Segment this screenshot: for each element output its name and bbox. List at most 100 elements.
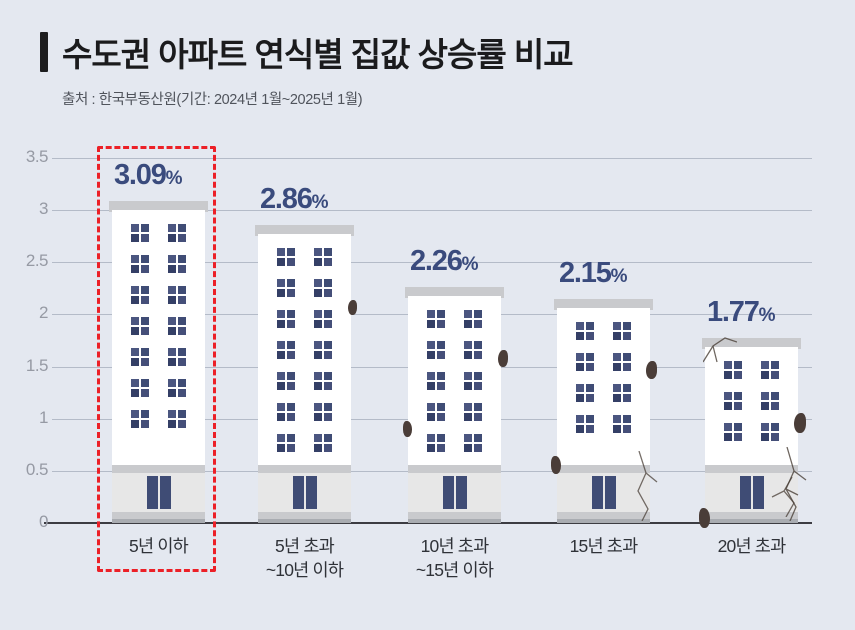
y-tick-mark — [52, 158, 60, 159]
window-pane — [733, 392, 742, 401]
window-pane — [168, 233, 177, 242]
bar-value-label: 2.86% — [260, 183, 329, 216]
window-pane — [130, 264, 139, 273]
window-pane — [575, 352, 584, 361]
window-pane — [474, 382, 483, 391]
building-body — [258, 233, 351, 465]
window-pane — [140, 295, 149, 304]
bar-building — [551, 298, 658, 523]
window-pane — [426, 310, 435, 319]
window-pane — [286, 371, 295, 380]
chart-header: 수도권 아파트 연식별 집값 상승률 비교 출처 : 한국부동산원(기간: 20… — [0, 0, 855, 120]
window-pane — [324, 350, 333, 359]
window-pane — [178, 347, 187, 356]
building-podium — [112, 465, 205, 523]
window-pane — [613, 414, 622, 423]
window-pane — [130, 254, 139, 263]
building-floor — [557, 352, 650, 371]
window-pane — [314, 340, 323, 349]
building-floor — [258, 247, 351, 266]
x-axis-label: 15년 초과 — [527, 535, 680, 559]
window-pane — [178, 326, 187, 335]
window-pane — [464, 372, 473, 381]
building-chip — [794, 413, 806, 434]
window-pane — [178, 378, 187, 387]
window-pane — [324, 371, 333, 380]
window-pane — [276, 247, 285, 256]
window-pane — [585, 352, 594, 361]
window-pane — [436, 444, 445, 453]
window-pane — [130, 357, 139, 366]
window-pane — [426, 434, 435, 443]
building-floor — [112, 285, 205, 304]
window-pane — [464, 341, 473, 350]
building-floor — [112, 378, 205, 397]
window-cluster — [168, 409, 187, 428]
window-pane — [168, 419, 177, 428]
window-pane — [178, 295, 187, 304]
window-pane — [276, 288, 285, 297]
window-pane — [286, 288, 295, 297]
window-pane — [178, 357, 187, 366]
window-pane — [426, 341, 435, 350]
window-pane — [575, 362, 584, 371]
window-pane — [723, 423, 732, 432]
window-pane — [585, 414, 594, 423]
podium-plinth — [557, 512, 650, 519]
window-cluster — [314, 371, 333, 390]
building-door-left — [591, 476, 603, 509]
podium-wall — [705, 473, 798, 513]
building-door-right — [455, 476, 467, 509]
window-pane — [613, 424, 622, 433]
window-cluster — [168, 316, 187, 335]
window-pane — [771, 371, 780, 380]
window-pane — [761, 392, 770, 401]
window-pane — [130, 326, 139, 335]
window-cluster — [723, 392, 742, 411]
podium-cap — [258, 465, 351, 473]
window-pane — [436, 320, 445, 329]
window-cluster — [464, 372, 483, 391]
podium-plinth — [408, 512, 501, 519]
building-floor — [557, 383, 650, 402]
window-pane — [733, 423, 742, 432]
window-pane — [130, 419, 139, 428]
window-cluster — [314, 402, 333, 421]
building-door-left — [739, 476, 751, 509]
building-chip — [699, 508, 710, 529]
building-chip — [403, 421, 412, 438]
x-axis-label-line1: 15년 초과 — [569, 536, 639, 556]
window-cluster — [575, 414, 594, 433]
window-pane — [314, 288, 323, 297]
window-pane — [286, 402, 295, 411]
window-cluster — [276, 278, 295, 297]
window-pane — [178, 409, 187, 418]
x-axis-label-line1: 10년 초과 — [420, 536, 490, 556]
window-pane — [464, 382, 473, 391]
window-pane — [324, 443, 333, 452]
window-pane — [426, 413, 435, 422]
window-pane — [178, 388, 187, 397]
window-pane — [426, 382, 435, 391]
building-body — [705, 347, 798, 465]
window-pane — [474, 413, 483, 422]
window-pane — [623, 352, 632, 361]
window-pane — [613, 362, 622, 371]
window-pane — [140, 409, 149, 418]
window-pane — [140, 316, 149, 325]
window-pane — [314, 309, 323, 318]
window-pane — [276, 412, 285, 421]
window-pane — [623, 362, 632, 371]
building-floor — [705, 361, 798, 380]
building-floor — [408, 341, 501, 360]
window-pane — [733, 361, 742, 370]
window-pane — [613, 393, 622, 402]
window-pane — [286, 350, 295, 359]
window-pane — [585, 362, 594, 371]
window-cluster — [130, 254, 149, 273]
podium-wall — [112, 473, 205, 513]
window-pane — [314, 257, 323, 266]
window-pane — [436, 341, 445, 350]
